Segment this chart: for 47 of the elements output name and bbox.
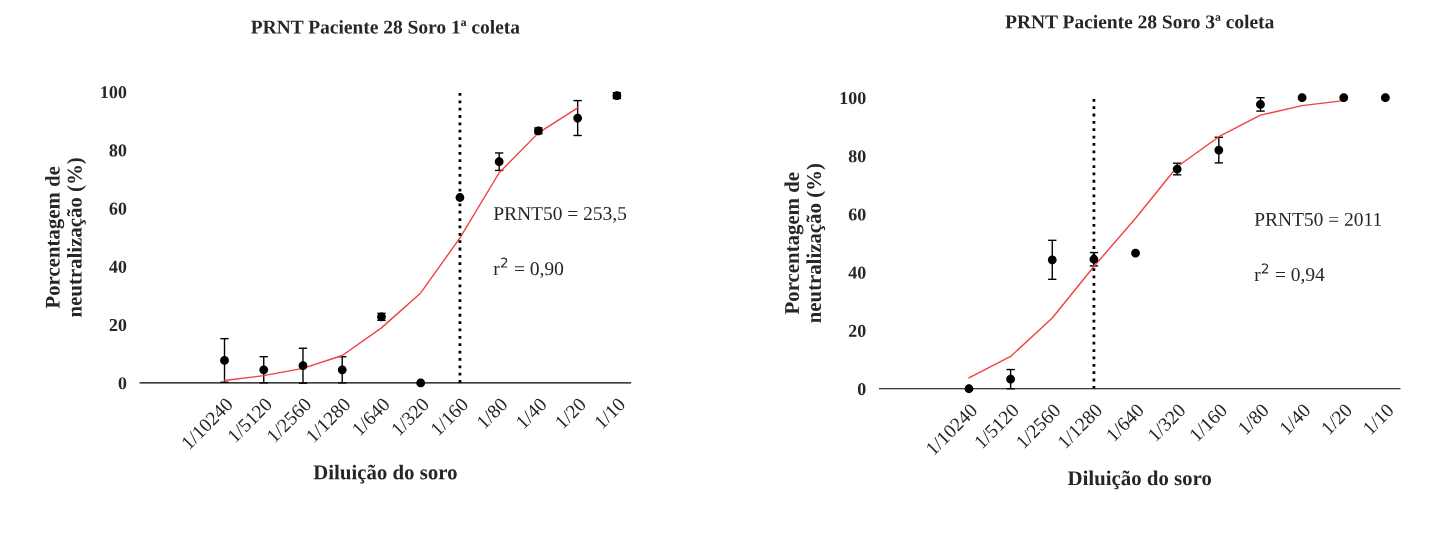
annotation: PRNT50 = 253,5 [493,206,627,223]
point [1006,374,1016,384]
point [1131,248,1140,258]
line-series [223,107,579,382]
y-tick-label: 100 [101,86,127,99]
point [337,365,347,375]
x-tick-label: 1/80 [476,396,509,429]
point [1339,93,1349,103]
y-tick-label: 0 [118,377,127,390]
y-tick-label: 40 [848,266,866,279]
y-tick-label: 60 [109,202,127,215]
point [1297,93,1307,103]
point [220,356,229,365]
point [455,193,465,202]
chart-title: PRNT Paciente 28 Soro 3ª coleta [1005,14,1275,29]
y-tick-label: 60 [848,208,866,221]
x-tick-label: 1/20 [554,396,587,429]
y-tick-label: 80 [109,144,127,157]
annotation: r$^{2}$ = 0,90 [493,257,564,279]
y-axis-title: Porcentagem de neutralização (%) [784,164,826,323]
x-tick-label: 1/20 [1320,402,1353,435]
y-tick-label: 20 [109,318,127,332]
point [494,157,504,167]
annotation: PRNT50 = 2011 [1254,212,1382,226]
x-axis-title: Diluição do soro [1067,470,1212,490]
x-tick-label: 1/40 [1279,402,1312,435]
point [1047,255,1057,265]
y-tick-label: 20 [848,324,866,337]
y-axis-title: Porcentagem de neutralização (%) [45,158,86,317]
point [416,378,426,388]
point [298,361,308,371]
x-axis-title: Diluição do soro [313,464,457,484]
annotation: r$^{2}$ = 0,94 [1254,263,1325,284]
x-tick-label: 1/10 [1362,402,1395,435]
y-tick-label: 40 [109,260,127,273]
point [1381,93,1390,103]
x-tick-label: 1/10 [594,396,627,429]
y-tick-label: 100 [840,91,866,105]
y-tick-label: 80 [848,150,866,163]
point [573,113,583,123]
x-tick-label: 1/40 [515,396,548,429]
point [259,365,269,375]
y-tick-label: 0 [857,383,866,396]
x-tick-label: 1/80 [1237,402,1270,435]
chart-title: PRNT Paciente 28 Soro 1ª coleta [251,20,520,34]
point [1214,145,1224,155]
point [964,384,974,394]
